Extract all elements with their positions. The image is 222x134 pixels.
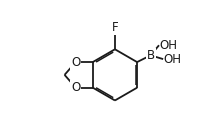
Text: B: B xyxy=(147,49,155,62)
Text: OH: OH xyxy=(164,53,182,66)
Text: O: O xyxy=(71,56,80,69)
Text: F: F xyxy=(112,21,118,34)
Text: OH: OH xyxy=(160,39,178,52)
Text: O: O xyxy=(71,81,80,94)
